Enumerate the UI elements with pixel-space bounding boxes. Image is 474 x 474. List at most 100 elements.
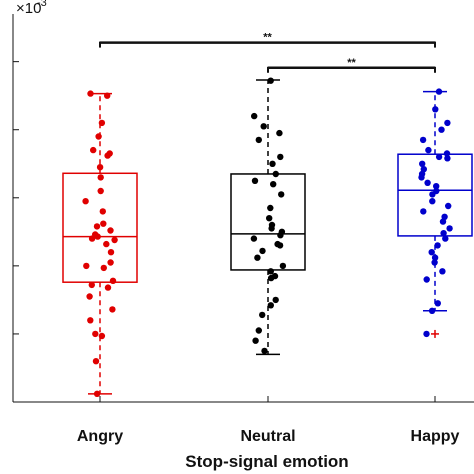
x-tick-label-happy: Happy — [411, 428, 460, 445]
point-angry-26 — [88, 281, 96, 289]
box-happy — [397, 90, 473, 338]
point-angry-34 — [93, 390, 101, 397]
point-happy-23 — [446, 225, 453, 232]
significance-bracket-1: ** — [99, 32, 436, 48]
point-neutral-23 — [279, 262, 287, 270]
point-happy-25 — [442, 235, 449, 242]
point-angry-32 — [98, 332, 106, 340]
point-happy-21 — [441, 213, 448, 220]
point-neutral-30 — [255, 327, 262, 334]
point-neutral-27 — [272, 296, 279, 304]
point-neutral-12 — [267, 204, 274, 212]
point-angry-25 — [109, 277, 117, 284]
point-neutral-28 — [267, 302, 274, 309]
point-neutral-7 — [269, 160, 276, 167]
point-angry-33 — [92, 358, 100, 365]
point-happy-14 — [424, 179, 431, 186]
point-angry-4 — [95, 133, 102, 140]
point-neutral-17 — [277, 232, 284, 239]
y-ticks — [13, 61, 19, 335]
point-angry-9 — [97, 174, 104, 181]
significance-brackets: ** ** — [99, 32, 436, 73]
point-neutral-24 — [267, 268, 274, 275]
point-neutral-31 — [252, 337, 259, 344]
point-happy-24 — [440, 230, 447, 237]
point-angry-7 — [104, 152, 111, 159]
point-neutral-22 — [254, 254, 261, 261]
x-ticks — [99, 396, 436, 402]
point-happy-11 — [420, 166, 427, 173]
point-angry-5 — [90, 146, 97, 154]
iqr-box-angry — [62, 172, 138, 283]
point-angry-27 — [104, 284, 112, 291]
point-angry-14 — [93, 223, 101, 230]
point-happy-17 — [429, 191, 436, 198]
point-angry-18 — [88, 235, 96, 242]
significance-label-1: ** — [263, 32, 272, 44]
x-axis-title: Stop-signal emotion — [185, 452, 348, 471]
point-angry-21 — [107, 249, 115, 256]
point-happy-15 — [433, 183, 440, 190]
point-angry-23 — [83, 262, 90, 270]
x-tick-labels: Angry Neutral Happy — [77, 428, 460, 445]
x-tick-label-neutral: Neutral — [240, 428, 295, 445]
x-tick-label-angry: Angry — [77, 428, 123, 445]
point-neutral-21 — [259, 247, 266, 255]
point-happy-7 — [443, 150, 451, 157]
point-angry-28 — [86, 293, 93, 300]
point-happy-29 — [431, 259, 438, 266]
point-happy-18 — [429, 198, 436, 205]
point-angry-24 — [100, 264, 108, 272]
point-angry-13 — [100, 220, 107, 227]
point-happy-20 — [420, 208, 427, 215]
point-neutral-9 — [251, 177, 259, 184]
point-neutral-3 — [260, 123, 267, 130]
point-happy-9 — [444, 155, 451, 162]
point-happy-13 — [418, 174, 425, 181]
point-angry-17 — [94, 233, 101, 240]
point-happy-8 — [435, 153, 443, 161]
point-neutral-1 — [267, 77, 274, 84]
point-neutral-5 — [255, 136, 262, 144]
point-happy-26 — [434, 242, 441, 249]
iqr-box-neutral — [230, 173, 306, 271]
point-angry-12 — [99, 208, 107, 215]
point-happy-34 — [423, 330, 430, 338]
point-angry-19 — [111, 236, 118, 244]
boxes — [62, 79, 473, 395]
point-happy-27 — [428, 249, 435, 256]
point-angry-30 — [87, 317, 94, 324]
point-happy-28 — [431, 254, 439, 261]
point-angry-1 — [87, 90, 94, 97]
point-neutral-6 — [277, 153, 284, 161]
point-angry-15 — [107, 227, 114, 234]
point-happy-6 — [425, 146, 432, 154]
point-happy-10 — [419, 160, 426, 167]
point-angry-3 — [98, 119, 106, 127]
point-happy-4 — [438, 126, 445, 133]
point-happy-19 — [445, 202, 452, 210]
data-points — [82, 77, 453, 397]
iqr-box-happy — [397, 153, 473, 237]
point-angry-31 — [92, 330, 99, 338]
significance-label-2: ** — [347, 57, 356, 69]
point-neutral-32 — [261, 347, 268, 355]
point-neutral-2 — [251, 112, 258, 120]
point-neutral-8 — [272, 170, 279, 178]
point-neutral-20 — [276, 242, 284, 249]
point-angry-29 — [109, 306, 116, 313]
point-neutral-29 — [259, 311, 266, 319]
point-angry-8 — [96, 164, 104, 171]
point-neutral-26 — [267, 274, 275, 282]
point-happy-33 — [428, 307, 436, 314]
y-multiplier-base: ×10 — [16, 0, 41, 17]
point-angry-20 — [103, 240, 110, 248]
axes — [12, 14, 474, 403]
point-happy-2 — [432, 106, 439, 113]
significance-bracket-2: ** — [267, 57, 436, 73]
point-happy-3 — [444, 119, 451, 127]
point-happy-5 — [419, 136, 427, 144]
point-neutral-18 — [250, 235, 258, 242]
y-multiplier: ×10 -3 — [16, 0, 47, 17]
